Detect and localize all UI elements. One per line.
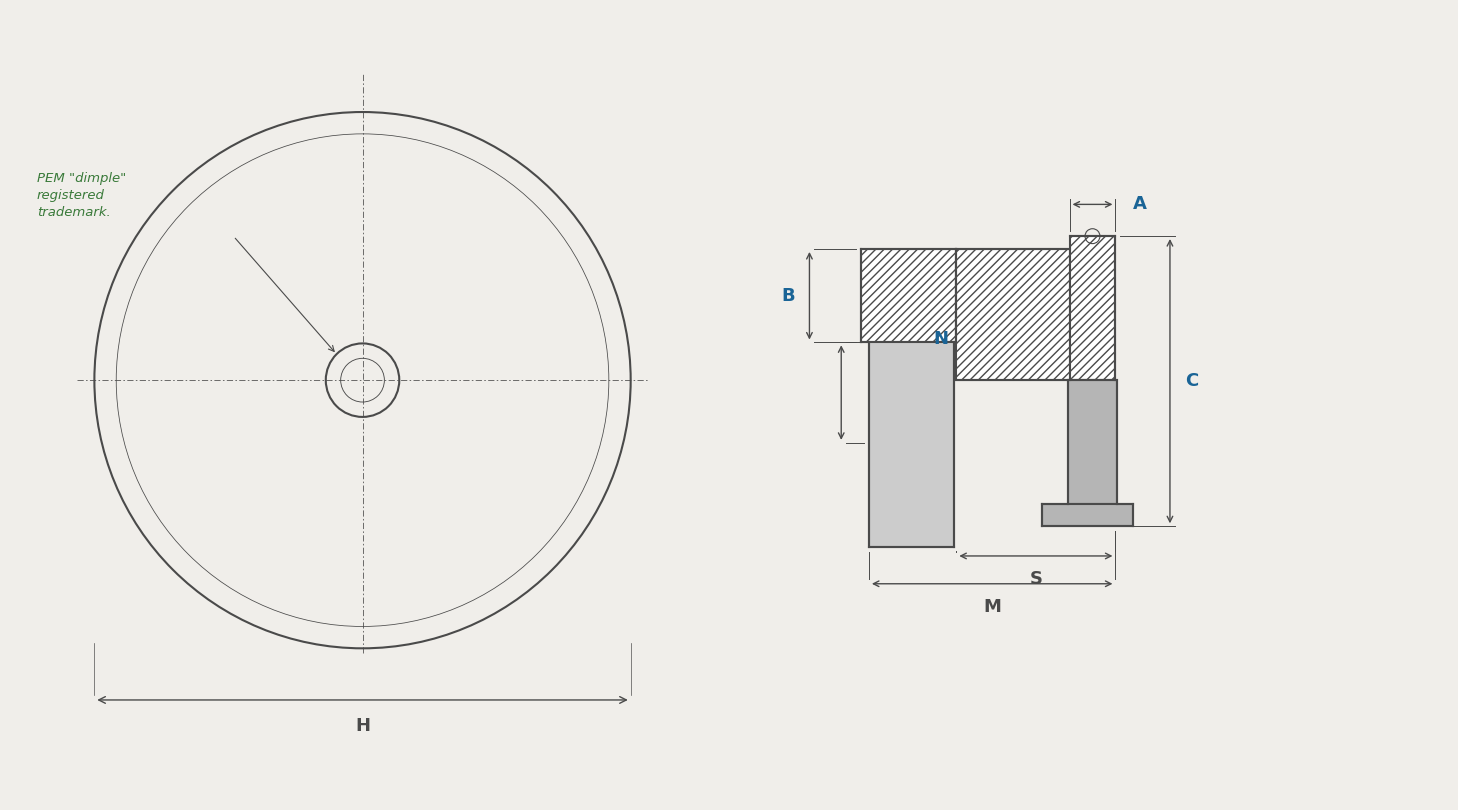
Bar	[1070, 237, 1115, 380]
Text: PEM "dimple"
registered
trademark.: PEM "dimple" registered trademark.	[36, 173, 125, 220]
Bar	[1067, 380, 1117, 505]
Bar	[869, 343, 955, 547]
Bar	[1070, 237, 1115, 380]
Text: M: M	[983, 598, 1002, 616]
Text: N: N	[933, 330, 949, 348]
Bar	[956, 249, 1070, 380]
Text: B: B	[781, 287, 795, 305]
Bar	[956, 249, 1070, 380]
Text: A: A	[1133, 195, 1147, 213]
Text: H: H	[356, 717, 370, 735]
Text: C: C	[1185, 372, 1198, 390]
Bar	[862, 249, 956, 343]
Bar	[862, 249, 956, 343]
Bar	[1042, 505, 1133, 526]
Text: S: S	[1029, 570, 1042, 588]
